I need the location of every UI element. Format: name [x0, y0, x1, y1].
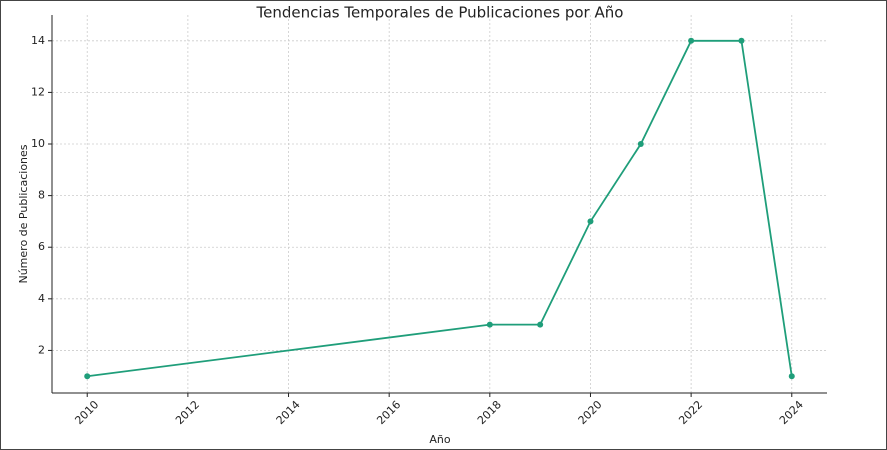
- x-tick-label: 2020: [576, 398, 605, 427]
- point: [637, 141, 644, 148]
- y-tick-label: 8: [38, 189, 45, 202]
- x-tick-label: 2022: [676, 398, 705, 427]
- y-tick-label: 2: [38, 343, 45, 356]
- x-tick-label: 2016: [374, 398, 403, 427]
- y-tick-label: 4: [38, 292, 45, 305]
- point: [738, 37, 745, 44]
- y-tick-label: 10: [31, 137, 45, 150]
- line: [87, 39, 793, 378]
- x-tick-label: 2024: [777, 398, 806, 427]
- x-tick-label: 2018: [475, 398, 504, 427]
- point: [84, 373, 91, 380]
- point: [788, 373, 795, 380]
- point: [486, 321, 493, 328]
- x-tick-label: 2012: [173, 398, 202, 427]
- y-tick-label: 12: [31, 85, 45, 98]
- x-tick-label: 2010: [72, 398, 101, 427]
- x-axis-label: Año: [429, 433, 450, 446]
- y-axis-label: Número de Publicaciones: [17, 144, 30, 283]
- y-tick-label: 6: [38, 240, 45, 253]
- point: [537, 321, 544, 328]
- chart-title: Tendencias Temporales de Publicaciones p…: [256, 4, 624, 22]
- point: [587, 218, 594, 225]
- y-tick-label: 14: [31, 34, 45, 47]
- x-tick-label: 2014: [274, 398, 303, 427]
- point: [688, 37, 695, 44]
